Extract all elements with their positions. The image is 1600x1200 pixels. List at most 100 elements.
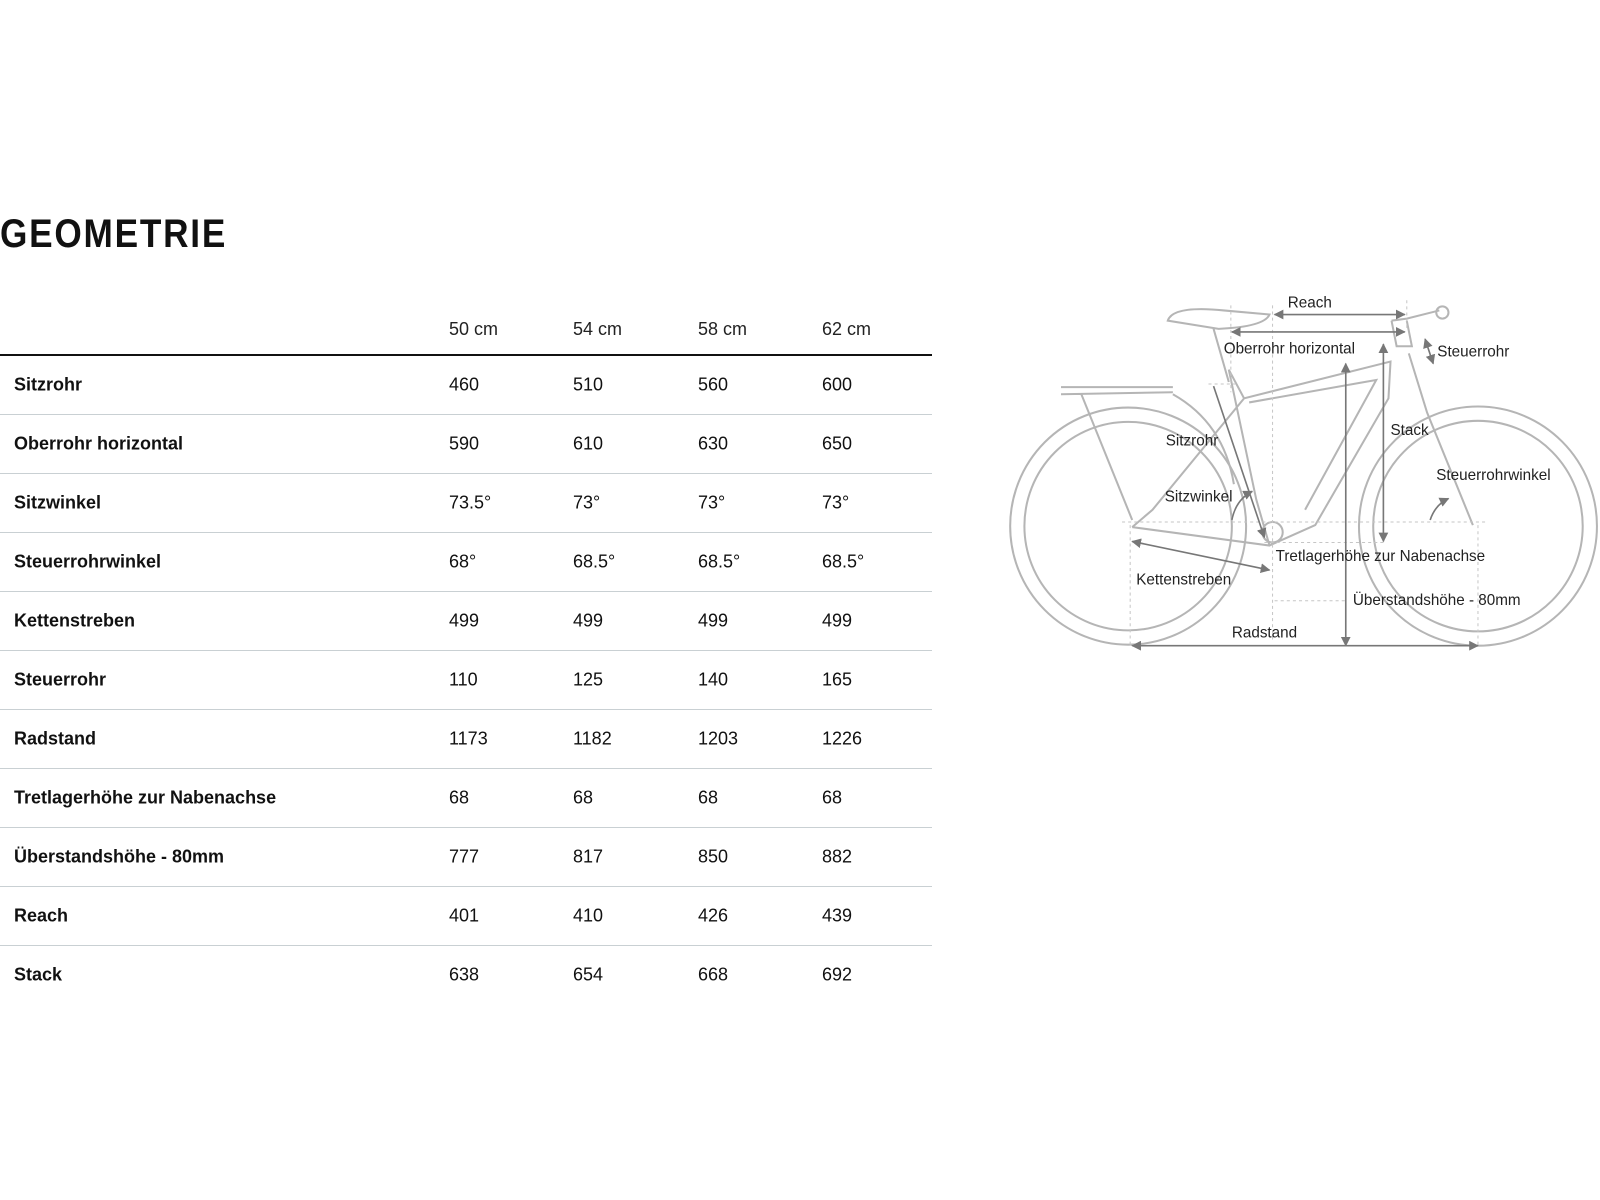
column-header: 50 cm <box>449 319 499 339</box>
row-value: 817 <box>573 846 604 867</box>
row-value: 68 <box>698 787 719 808</box>
row-label: Tretlagerhöhe zur Nabenachse <box>14 787 277 808</box>
page-title: GEOMETRIE <box>0 212 228 256</box>
label-radstand: Radstand <box>1232 624 1297 641</box>
table-row: Oberrohr horizontal 590 610 630 650 <box>0 415 932 474</box>
guide-lines <box>1122 300 1489 648</box>
row-value: 110 <box>449 669 478 690</box>
row-value: 499 <box>822 610 853 631</box>
row-value: 499 <box>449 610 480 631</box>
table-row: Radstand 1173 1182 1203 1226 <box>0 710 932 769</box>
row-label: Sitzwinkel <box>14 492 102 513</box>
rear-wheel-inner <box>1023 420 1233 632</box>
table-row: Tretlagerhöhe zur Nabenachse 68 68 68 68 <box>0 769 932 828</box>
row-value: 125 <box>573 669 604 690</box>
label-sitzrohr: Sitzrohr <box>1166 432 1219 449</box>
row-value: 650 <box>822 433 853 454</box>
row-value: 68.5° <box>698 551 741 572</box>
fork <box>1407 353 1474 526</box>
steuerrohrwinkel-arc <box>1429 497 1450 521</box>
row-value: 1226 <box>822 728 863 749</box>
row-value: 68.5° <box>573 551 616 572</box>
row-value: 777 <box>449 846 480 867</box>
sitzrohr-arrow <box>1212 385 1267 539</box>
row-value: 692 <box>822 964 853 985</box>
row-value: 68 <box>822 787 843 808</box>
row-value: 560 <box>698 374 729 395</box>
row-value: 610 <box>573 433 604 454</box>
table-row: Sitzrohr 460 510 560 600 <box>0 356 932 415</box>
table-row: Stack 638 654 668 692 <box>0 946 932 1004</box>
row-label: Überstandshöhe - 80mm <box>14 846 225 867</box>
row-value: 73° <box>698 492 726 513</box>
row-label: Sitzrohr <box>14 374 83 395</box>
table-header: 50 cm 54 cm 58 cm 62 cm <box>0 300 932 356</box>
row-value: 654 <box>573 964 604 985</box>
diagram-labels: Reach Oberrohr horizontal Steuerrohr Sta… <box>1136 294 1550 641</box>
row-value: 1182 <box>573 728 612 749</box>
row-label: Steuerrohr <box>14 669 107 690</box>
row-label: Steuerrohrwinkel <box>14 551 162 572</box>
row-label: Kettenstreben <box>14 610 136 631</box>
dimension-arrows <box>1131 309 1479 651</box>
row-value: 401 <box>449 905 480 926</box>
label-steuerrohr: Steuerrohr <box>1437 343 1509 360</box>
row-value: 590 <box>449 433 480 454</box>
bike-geometry-diagram: Reach Oberrohr horizontal Steuerrohr Sta… <box>1009 294 1598 651</box>
label-stack: Stack <box>1391 422 1429 439</box>
row-value: 499 <box>698 610 729 631</box>
row-value: 140 <box>698 669 729 690</box>
row-value: 68.5° <box>822 551 865 572</box>
row-label: Stack <box>14 964 63 985</box>
label-ueberstand: Überstandshöhe - 80mm <box>1353 591 1521 609</box>
row-value: 68° <box>449 551 477 572</box>
sitzwinkel-arc <box>1231 490 1254 521</box>
rear-wheel-outer <box>1009 406 1248 646</box>
table-row: Überstandshöhe - 80mm 777 817 850 882 <box>0 828 932 887</box>
handlebar-grip <box>1435 305 1450 320</box>
row-value: 668 <box>698 964 729 985</box>
column-header: 54 cm <box>573 319 623 339</box>
row-value: 460 <box>449 374 480 395</box>
label-steuerrohrwinkel: Steuerrohrwinkel <box>1436 467 1550 484</box>
table-row: Sitzwinkel 73.5° 73° 73° 73° <box>0 474 932 533</box>
column-header: 62 cm <box>822 319 872 339</box>
label-tretlager: Tretlagerhöhe zur Nabenachse <box>1276 548 1486 565</box>
column-header: 58 cm <box>698 319 748 339</box>
row-value: 638 <box>449 964 480 985</box>
row-value: 1203 <box>698 728 739 749</box>
frame <box>1131 360 1392 547</box>
row-label: Oberrohr horizontal <box>14 433 184 454</box>
row-value: 410 <box>573 905 604 926</box>
row-value: 850 <box>698 846 729 867</box>
row-value: 510 <box>573 374 604 395</box>
row-value: 439 <box>822 905 853 926</box>
row-value: 73° <box>573 492 601 513</box>
table-row: Steuerrohr 110 125 140 165 <box>0 651 932 710</box>
row-value: 1173 <box>449 728 488 749</box>
row-value: 426 <box>698 905 729 926</box>
row-label: Reach <box>14 905 69 926</box>
row-value: 165 <box>822 669 853 690</box>
geometry-table: 50 cm 54 cm 58 cm 62 cm Sitzrohr 460 510 56… <box>0 300 932 1004</box>
label-reach: Reach <box>1288 294 1332 311</box>
row-value: 73° <box>822 492 850 513</box>
label-kettenstreben: Kettenstreben <box>1136 571 1231 588</box>
row-value: 68 <box>573 787 594 808</box>
row-value: 882 <box>822 846 853 867</box>
row-value: 499 <box>573 610 604 631</box>
table-row: Steuerrohrwinkel 68° 68.5° 68.5° 68.5° <box>0 533 932 592</box>
handlebar <box>1390 309 1440 348</box>
steuerrohr-arrow <box>1423 338 1436 365</box>
kettenstreben-arrow <box>1131 538 1271 574</box>
label-sitzwinkel: Sitzwinkel <box>1165 489 1233 506</box>
table-row: Kettenstreben 499 499 499 499 <box>0 592 932 651</box>
row-label: Radstand <box>14 728 97 749</box>
row-value: 73.5° <box>449 492 492 513</box>
row-value: 68 <box>449 787 470 808</box>
label-oberrohr: Oberrohr horizontal <box>1224 340 1355 357</box>
row-value: 630 <box>698 433 729 454</box>
table-row: Reach 401 410 426 439 <box>0 887 932 946</box>
rack <box>1060 386 1235 521</box>
row-value: 600 <box>822 374 853 395</box>
